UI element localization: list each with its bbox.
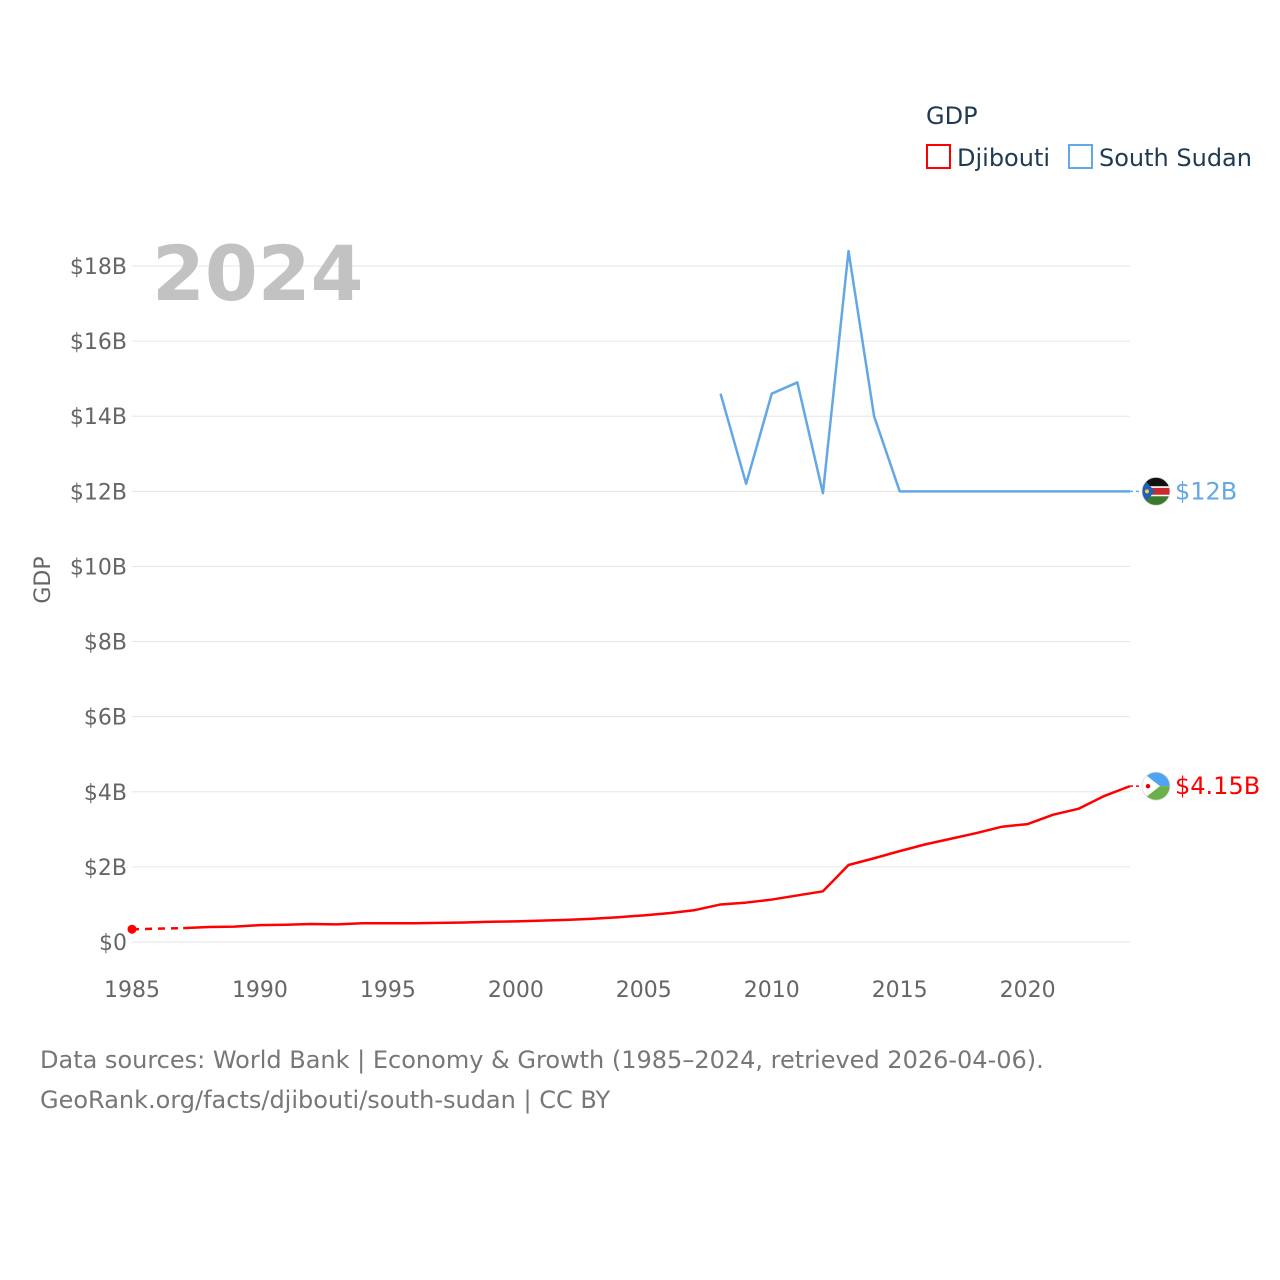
legend-swatch-south-sudan [1068,144,1093,169]
y-tick-label: $10B [70,555,127,580]
legend-label-south-sudan: South Sudan [1099,144,1252,172]
legend-title: GDP [926,102,978,130]
y-tick-label: $2B [84,856,127,881]
y-tick-label: $6B [84,706,127,731]
year-label: 2024 [152,229,364,318]
x-tick-label: 2005 [616,978,672,1003]
series-line-djibouti [183,784,1131,930]
legend-swatch-djibouti [926,144,951,169]
x-tick-label: 2000 [488,978,544,1003]
grid-lines [132,265,1130,943]
south-sudan-flag-icon [1141,476,1171,506]
x-tick-label: 2015 [872,978,928,1003]
series-end-markers: $4.15B $12B [1130,476,1260,801]
x-tick-label: 1995 [360,978,416,1003]
y-tick-label: $12B [70,480,127,505]
legend: GDP Djibouti South Sudan [926,102,1252,172]
source-url: GeoRank.org/facts/djibouti/south-sudan |… [40,1086,611,1114]
y-tick-label: $14B [70,405,127,430]
x-tick-label: 2020 [1000,978,1056,1003]
series-start-point-djibouti [127,924,137,934]
x-tick-label: 2010 [744,978,800,1003]
x-tick-label: 1990 [232,978,288,1003]
y-tick-label: $4B [84,781,127,806]
y-tick-label: $16B [70,330,127,355]
y-tick-label: $0 [99,931,127,956]
series-gap-djibouti [131,926,184,931]
y-axis-label: GDP [31,556,56,603]
legend-item-south-sudan[interactable]: South Sudan [1068,144,1252,172]
series-lines [127,249,1131,934]
y-tick-label: $8B [84,631,127,656]
x-tick-label: 1985 [104,978,160,1003]
end-label-djibouti: $4.15B [1175,772,1260,800]
x-axis-ticks: 1985 1990 1995 2000 2005 2010 2015 2020 [104,978,1056,1003]
legend-item-djibouti[interactable]: Djibouti [926,144,1050,172]
legend-label-djibouti: Djibouti [957,144,1050,172]
end-label-south-sudan: $12B [1175,477,1237,505]
gdp-chart: $0$2B$4B$6B$8B$10B$12B$14B$16B$18B 1985 1… [31,102,1260,1003]
series-line-south-sudan [719,249,1130,495]
djibouti-flag-icon [1141,771,1171,801]
source-footer: Data sources: World Bank | Economy & Gro… [40,1040,1044,1120]
y-axis-ticks: $0 $2B $4B $6B $8B $10B $12B $14B $16B $18B [70,255,127,956]
y-tick-label: $18B [70,255,127,280]
source-line: Data sources: World Bank | Economy & Gro… [40,1046,1044,1074]
